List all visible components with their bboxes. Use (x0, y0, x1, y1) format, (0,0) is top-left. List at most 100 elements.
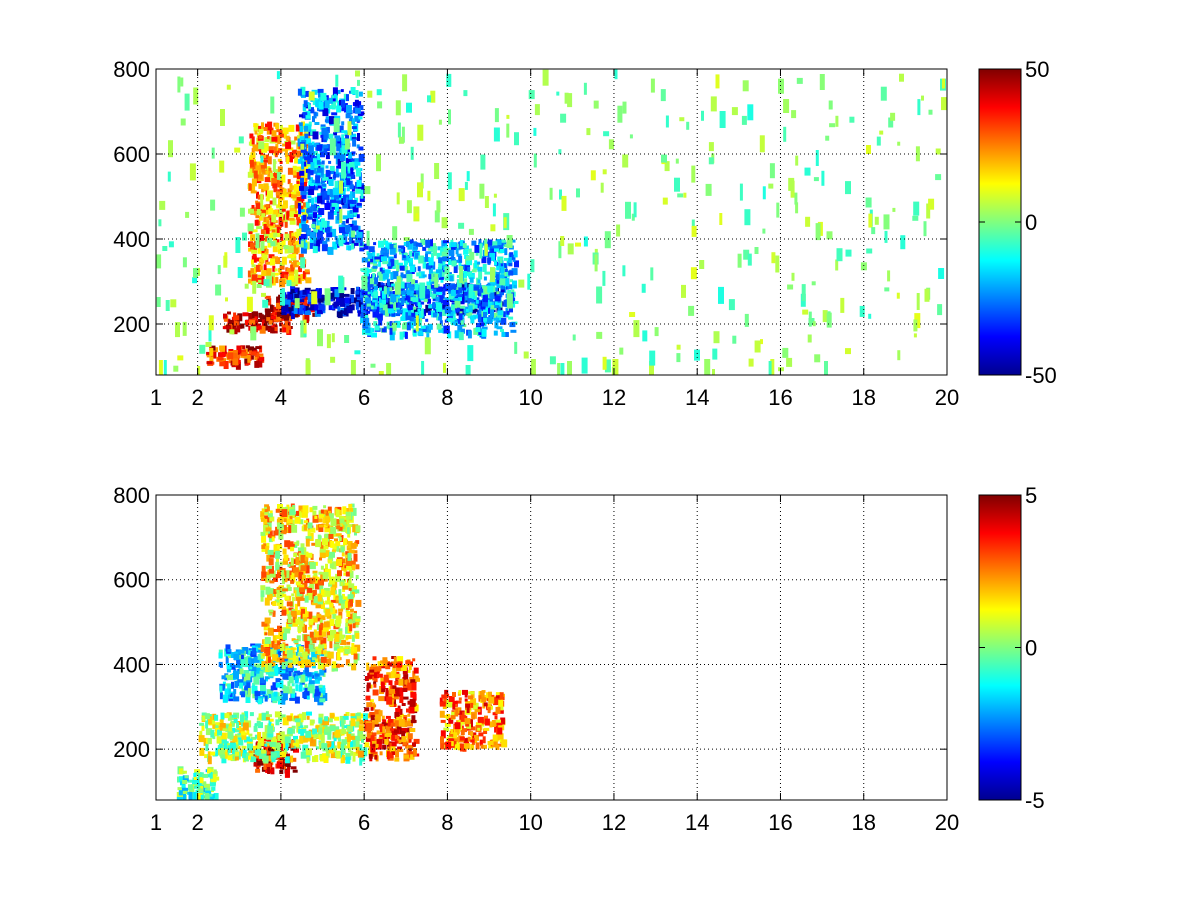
heatmap-cell-5-209 (296, 172, 301, 180)
heatmap-cell-1-192 (221, 757, 227, 764)
heatmap-cell-8-152 (596, 331, 603, 339)
heatmap-cell-6-308 (324, 119, 331, 123)
heatmap-cell-1-112 (205, 728, 212, 736)
heatmap-cell-5-580 (330, 540, 335, 548)
heatmap-cell-0-92 (290, 757, 297, 762)
heatmap-cell-1-384 (284, 736, 291, 744)
heatmap-cell-7-697 (377, 271, 382, 276)
heatmap-cell-2-68 (284, 313, 289, 321)
heatmap-cell-2-261 (401, 736, 407, 743)
heatmap-cell-8-290 (576, 188, 580, 198)
heatmap-cell-7-527 (456, 294, 463, 298)
heatmap-cell-7-638 (381, 290, 386, 299)
heatmap-cell-1-311 (230, 720, 235, 727)
heatmap-cell-5-220 (265, 625, 270, 630)
heatmap-cell-5-465 (287, 587, 292, 591)
heatmap-cell-6-98 (301, 113, 308, 119)
heatmap-cell-5-166 (325, 600, 332, 605)
heatmap-cell-7-661 (460, 287, 466, 291)
heatmap-cell-6-271 (298, 206, 302, 215)
heatmap-cell-1-396 (359, 744, 363, 752)
heatmap-cell-1-232 (210, 729, 215, 738)
heatmap-cell-7-584 (372, 273, 376, 280)
heatmap-cell-4-108 (253, 671, 257, 676)
heatmap-cell-5-497 (276, 129, 282, 133)
heatmap-cell-4-50 (236, 660, 243, 667)
heatmap-cell-1-267 (319, 723, 323, 729)
heatmap-cell-8-359 (229, 329, 235, 335)
heatmap-cell-4-260 (260, 684, 266, 691)
heatmap-cell-6-542 (322, 220, 327, 228)
heatmap-cell-8-401 (917, 99, 921, 116)
heatmap-cell-5-148 (339, 664, 344, 668)
heatmap-cell-8-104 (344, 335, 350, 343)
heatmap-cell-8-324 (561, 195, 567, 211)
heatmap-cell-7-77 (373, 303, 377, 309)
heatmap-cell-6-270 (358, 146, 364, 151)
heatmap-cell-7-378 (504, 244, 509, 248)
heatmap-cell-8-287 (434, 163, 440, 179)
heatmap-cell-7-365 (442, 310, 447, 316)
heatmap-cell-6-426 (341, 198, 345, 206)
heatmap-cell-6-467 (314, 122, 320, 125)
heatmap-cell-5-29 (355, 599, 362, 607)
heatmap-cell-1-69 (246, 729, 250, 735)
heatmap-cell-2-83 (302, 295, 309, 300)
heatmap-cell-1-97 (262, 319, 265, 324)
heatmap-cell-1-82 (267, 328, 271, 332)
heatmap-cell-1-261 (327, 731, 332, 740)
heatmap-cell-8-261 (250, 326, 257, 341)
heatmap-cell-2-253 (368, 729, 371, 733)
heatmap-cell-7-308 (396, 264, 400, 272)
heatmap-cell-8-73 (708, 142, 714, 152)
heatmap-cell-5-225 (254, 219, 259, 226)
heatmap-cell-5-14 (350, 503, 355, 508)
heatmap-cell-1-24 (204, 754, 208, 759)
heatmap-cell-5-228 (264, 137, 270, 143)
heatmap-cell-2-211 (386, 672, 393, 679)
x-tick-label: 14 (685, 385, 709, 410)
heatmap-cell-1-87 (253, 725, 258, 732)
heatmap-cell-6-281 (315, 112, 319, 117)
heatmap-cell-4-312 (222, 696, 228, 703)
heatmap-cell-8-210 (490, 267, 495, 283)
heatmap-cell-0-99 (284, 762, 288, 767)
heatmap-cell-4-256 (239, 682, 244, 689)
heatmap-cell-1-305 (241, 745, 247, 749)
heatmap-cell-6-103 (352, 210, 358, 216)
heatmap-cell-2-236 (366, 662, 370, 671)
heatmap-cell-2-2 (372, 689, 379, 696)
heatmap-cell-8-307 (252, 280, 257, 294)
heatmap-cell-0-5 (256, 767, 260, 771)
heatmap-cell-4-265 (291, 683, 295, 687)
heatmap-cell-1-82 (239, 749, 246, 757)
heatmap-cell-6-341 (313, 212, 317, 219)
heatmap-cell-5-123 (316, 576, 320, 582)
heatmap-cell-5-456 (305, 277, 312, 284)
heatmap-cell-3-127 (305, 306, 309, 311)
heatmap-cell-6-486 (312, 158, 317, 167)
heatmap-cell-8-206 (276, 71, 280, 80)
heatmap-cell-4-274 (322, 685, 326, 691)
heatmap-cell-1-374 (210, 751, 216, 756)
heatmap-cell-6-490 (333, 174, 336, 179)
heatmap-cell-6-519 (321, 127, 328, 135)
heatmap-cell-5-6 (278, 269, 282, 275)
heatmap-cell-5-474 (273, 629, 280, 632)
heatmap-cell-4-119 (322, 693, 328, 701)
heatmap-cell-6-257 (314, 215, 319, 222)
heatmap-cell-8-93 (447, 172, 452, 190)
heatmap-cell-1-310 (322, 747, 329, 752)
heatmap-cell-2-67 (270, 315, 276, 320)
heatmap-cell-8-402 (705, 183, 712, 196)
colorbar-tick-label: 0 (1025, 210, 1037, 235)
heatmap-cell-6-395 (346, 178, 351, 186)
heatmap-cell-7-69 (468, 248, 472, 254)
heatmap-cell-7-646 (383, 286, 387, 295)
heatmap-cell-6-536 (349, 209, 353, 214)
x-tick-label: 4 (275, 385, 287, 410)
heatmap-cell-8-367 (679, 117, 685, 122)
heatmap-cell-5-269 (272, 265, 276, 272)
heatmap-cell-7-465 (442, 288, 446, 296)
heatmap-cell-7-440 (422, 263, 427, 269)
